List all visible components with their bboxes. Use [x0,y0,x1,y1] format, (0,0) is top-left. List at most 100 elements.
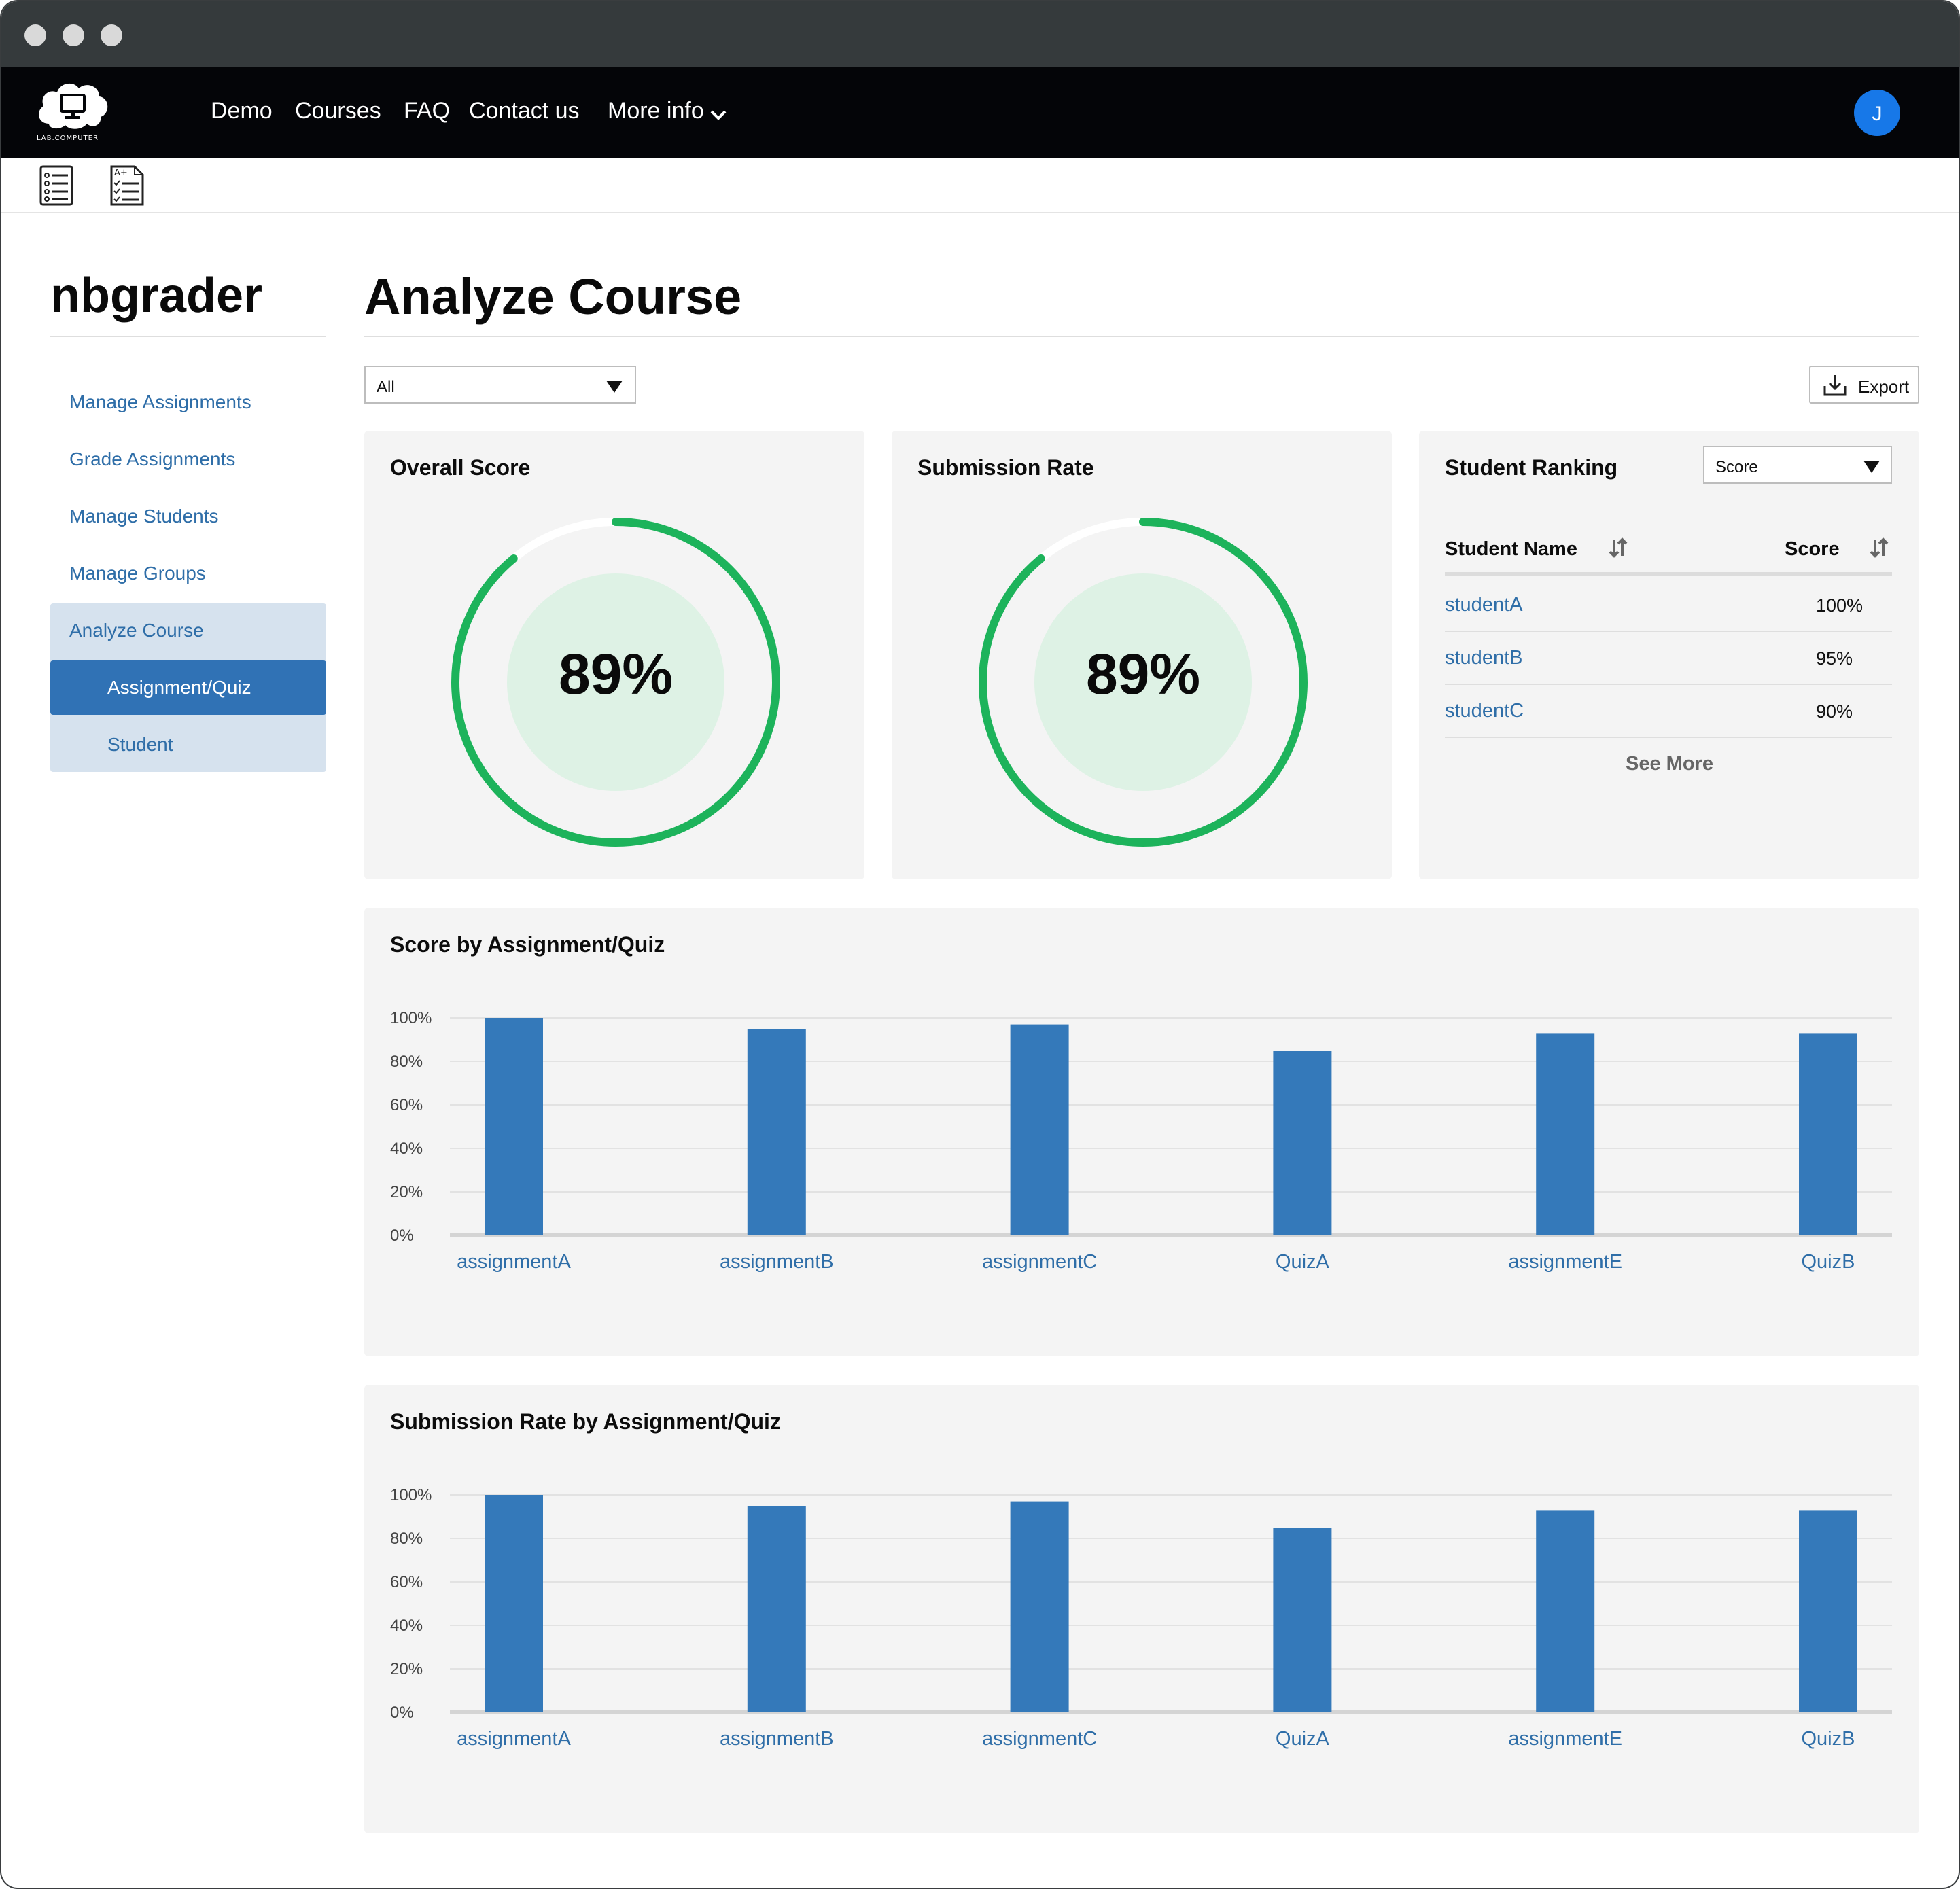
bar[interactable] [1799,1510,1857,1712]
sort-icon[interactable] [1869,537,1889,559]
sidebar-title: nbgrader [50,268,263,323]
course-filter-select[interactable]: All [364,366,636,404]
submission-chart-title: Submission Rate by Assignment/Quiz [390,1409,781,1434]
x-tick-label[interactable]: assignmentE [1508,1251,1622,1273]
bar[interactable] [1010,1024,1069,1235]
grade-checklist-icon[interactable]: A+ [109,164,145,207]
nav-courses[interactable]: Courses [295,98,381,124]
bar[interactable] [485,1495,543,1712]
nav-contact-us[interactable]: Contact us [469,98,580,124]
y-tick-label: 60% [390,1096,423,1114]
score-chart-card: Score by Assignment/Quiz 0% 20% 40% 60% 80% 1… [364,908,1919,1356]
y-tick-label: 100% [390,1009,432,1027]
y-tick-label: 60% [390,1573,423,1591]
overall-score-title: Overall Score [390,455,531,480]
caret-down-icon [606,381,623,393]
overall-score-gauge [451,518,780,847]
svg-text:A+: A+ [114,168,128,178]
see-more-link[interactable]: See More [1626,753,1713,775]
export-button[interactable]: Export [1809,366,1919,404]
x-tick-label[interactable]: QuizA [1276,1251,1330,1273]
overall-score-value: 89% [558,642,673,706]
submission-rate-title: Submission Rate [917,455,1094,480]
column-header-score[interactable]: Score [1785,538,1840,560]
score-chart-title: Score by Assignment/Quiz [390,932,665,957]
ranking-student-name[interactable]: studentA [1445,594,1523,616]
nav-faq[interactable]: FAQ [404,98,451,124]
export-label: Export [1858,376,1910,397]
window-maximize-button[interactable] [101,24,122,46]
y-tick-label: 100% [390,1486,432,1504]
submission-rate-value: 89% [1085,642,1201,706]
window-minimize-button[interactable] [63,24,84,46]
submission-chart-card: Submission Rate by Assignment/Quiz 0% 20%… [364,1385,1919,1833]
ranking-student-score: 100% [1816,595,1863,616]
bar[interactable] [1799,1033,1857,1235]
sidebar-divider [50,336,326,337]
ranking-student-score: 90% [1816,701,1853,722]
bar[interactable] [747,1506,806,1712]
tool-strip: A+ [1,158,1959,213]
student-ranking-title: Student Ranking [1445,455,1618,480]
overall-gauge-arc [451,518,780,847]
window-titlebar [1,1,1959,67]
bar[interactable] [1273,1528,1332,1712]
list-icon[interactable] [38,164,75,207]
x-tick-label[interactable]: assignmentE [1508,1728,1622,1750]
y-tick-label: 80% [390,1053,423,1071]
x-tick-label[interactable]: assignmentC [982,1251,1097,1273]
x-tick-label[interactable]: assignmentA [457,1251,571,1273]
sidebar-item-assignment-quiz-active[interactable] [50,660,326,715]
bar[interactable] [1010,1501,1069,1712]
course-filter-value: All [377,378,395,396]
ranking-student-name[interactable]: studentB [1445,647,1523,669]
lab-computer-logo[interactable] [34,76,111,144]
sidebar-item-manage-groups[interactable]: Manage Groups [69,563,206,584]
ranking-sort-select[interactable]: Score [1703,446,1892,484]
x-tick-label[interactable]: QuizB [1802,1728,1855,1750]
bar[interactable] [1536,1033,1595,1235]
download-icon [1823,375,1847,396]
y-tick-label: 0% [390,1703,414,1722]
sidebar-item-manage-assignments[interactable]: Manage Assignments [69,391,251,412]
score-bar-chart: 0% 20% 40% 60% 80% 100% assignmentA assignmentB… [390,1009,1892,1273]
bar[interactable] [747,1029,806,1235]
bar[interactable] [1536,1510,1595,1712]
submission-rate-gauge [979,518,1308,847]
ranking-row-divider [1445,737,1892,738]
sidebar-item-analyze-course[interactable]: Analyze Course [69,620,204,641]
caret-down-icon [1863,461,1880,473]
window-close-button[interactable] [24,24,46,46]
nav-demo[interactable]: Demo [211,98,273,124]
sidebar-item-assignment-quiz[interactable]: Assignment/Quiz [107,677,251,698]
y-tick-label: 40% [390,1617,423,1635]
ranking-row-divider [1445,631,1892,632]
nav-more-info[interactable]: More info [608,98,704,124]
sort-icon[interactable] [1608,537,1628,559]
submission-gauge-inner [1034,573,1252,791]
overall-score-card: Overall Score 89% [364,431,864,879]
sidebar-item-grade-assignments[interactable]: Grade Assignments [69,448,236,470]
chevron-down-icon[interactable] [710,109,727,121]
user-avatar[interactable]: J [1854,90,1900,136]
x-tick-label[interactable]: assignmentC [982,1728,1097,1750]
x-tick-label[interactable]: assignmentB [720,1251,834,1273]
x-tick-label[interactable]: QuizB [1802,1251,1855,1273]
submission-rate-card: Submission Rate 89% [892,431,1392,879]
sidebar-item-student[interactable]: Student [107,734,173,755]
x-tick-label[interactable]: QuizA [1276,1728,1330,1750]
bar[interactable] [485,1018,543,1235]
bar[interactable] [1273,1051,1332,1235]
submission-gauge-arc [979,518,1308,847]
x-tick-label[interactable]: assignmentB [720,1728,834,1750]
logo-text: LAB.COMPUTER [37,135,99,142]
sidebar-item-manage-students[interactable]: Manage Students [69,506,219,527]
x-tick-label[interactable]: assignmentA [457,1728,571,1750]
ranking-student-name[interactable]: studentC [1445,700,1524,722]
page-title: Analyze Course [364,268,742,325]
ranking-row-divider [1445,684,1892,685]
overall-gauge-inner [507,573,724,791]
y-tick-label: 20% [390,1660,423,1678]
column-header-student-name[interactable]: Student Name [1445,538,1577,560]
